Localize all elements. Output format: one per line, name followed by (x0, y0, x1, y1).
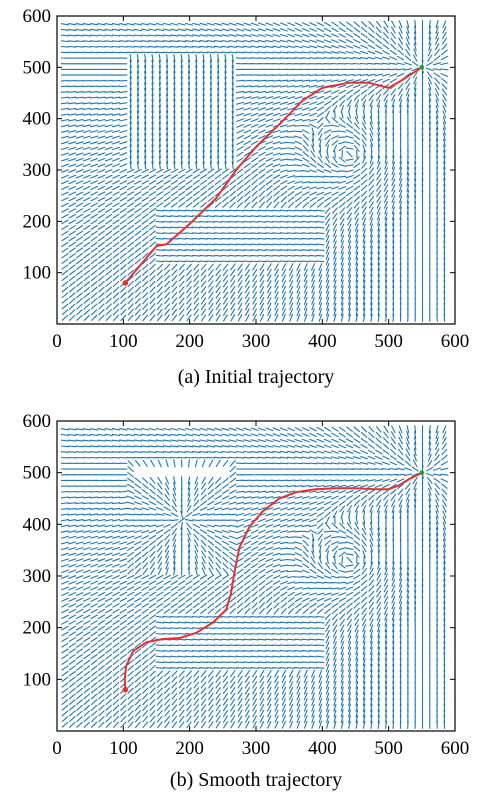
trajectory-line (123, 471, 423, 690)
y-tick-label: 100 (23, 669, 52, 690)
y-tick-label: 400 (23, 514, 52, 535)
y-tick-label: 300 (23, 160, 52, 181)
x-tick-label: 300 (242, 738, 271, 759)
y-tick-label: 200 (23, 618, 52, 639)
panel-caption: (a) Initial trajectory (178, 366, 335, 388)
panel-caption: (b) Smooth trajectory (170, 769, 342, 791)
trajectory-line (124, 66, 423, 284)
x-tick-label: 600 (441, 738, 470, 759)
x-tick-label: 100 (109, 738, 138, 759)
chart-panel-1: 0 100 200 300 400 500 600 100 200 300 400 500 600 (a)… (23, 6, 470, 388)
goal-point (419, 64, 425, 70)
start-point (122, 686, 129, 693)
y-tick-label: 300 (23, 566, 52, 587)
x-tick-label: 500 (374, 331, 403, 352)
chart-panel-2: 0 100 200 300 400 500 600 100 200 300 400 500 600 (b)… (23, 411, 470, 791)
y-tick-label: 100 (23, 263, 52, 284)
y-tick-label: 200 (23, 211, 52, 232)
x-tick-label: 100 (109, 331, 138, 352)
x-tick-label: 400 (308, 738, 337, 759)
goal-point (419, 470, 425, 476)
x-tick-label: 400 (308, 331, 337, 352)
x-tick-label: 0 (52, 331, 62, 352)
y-tick-label: 600 (23, 411, 52, 432)
y-tick-label: 400 (23, 109, 52, 130)
x-tick-label: 500 (374, 738, 403, 759)
x-tick-label: 200 (175, 738, 204, 759)
x-tick-label: 0 (52, 738, 62, 759)
start-point (122, 280, 129, 286)
y-tick-label: 600 (23, 6, 52, 27)
y-tick-label: 500 (23, 57, 52, 78)
vector-field (60, 20, 449, 322)
x-tick-label: 600 (441, 331, 470, 352)
y-tick-label: 500 (23, 463, 52, 484)
x-tick-label: 300 (242, 331, 271, 352)
x-tick-label: 200 (175, 331, 204, 352)
vector-field (60, 425, 449, 729)
